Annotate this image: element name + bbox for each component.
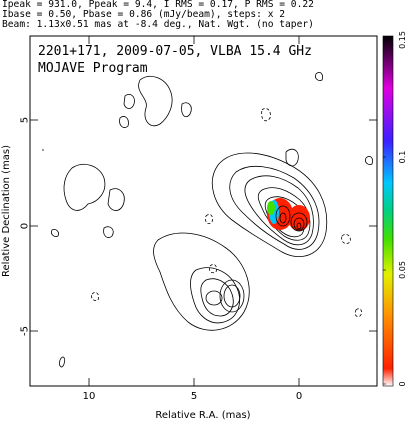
xtick-label-10: 10 — [83, 391, 96, 402]
contour-core-3 — [244, 175, 314, 246]
neg-contour-1 — [261, 108, 271, 122]
colorbar-tick-0: 0 — [398, 381, 407, 386]
contour-blob-c — [119, 116, 129, 128]
axis-ticks — [30, 36, 377, 386]
colorbar-tick-0.15: 0.15 — [398, 31, 407, 49]
core-color-contour-3 — [296, 222, 302, 230]
contour-south-knot-c — [205, 290, 223, 306]
contour-south-3 — [200, 278, 234, 317]
contour-ne-speck — [315, 72, 323, 81]
contour-south-1 — [153, 232, 250, 331]
contour-e-speck — [365, 156, 373, 165]
contour-south-knot-a — [219, 279, 245, 313]
y-axis-label: Relative Declination (mas) — [1, 145, 12, 277]
polarization-color-core — [267, 198, 310, 232]
colorbar-tick-0.1: 0.1 — [398, 151, 407, 164]
core-color-contour-4 — [275, 205, 291, 227]
core-color-contour-5 — [279, 212, 287, 224]
contour-map — [42, 72, 373, 368]
contour-core-1 — [211, 152, 328, 257]
header-beam-line: Beam: 1.13x0.51 mas at -8.4 deg., Nat. W… — [2, 19, 314, 30]
core-color-contour-1 — [290, 212, 308, 232]
contour-blob-a — [123, 94, 135, 109]
ytick-label-5: 5 — [20, 117, 31, 123]
contour-core-north-knot — [285, 148, 299, 167]
plot-title: 2201+171, 2009-07-05, VLBA 15.4 GHz — [38, 44, 312, 59]
contour-beam-speck — [59, 356, 66, 368]
neg-contour-3 — [205, 214, 213, 224]
contour-blob-b — [181, 102, 192, 118]
neg-contour-4 — [209, 264, 217, 274]
core-color-green — [267, 201, 275, 215]
ytick-label-0: 0 — [20, 223, 31, 229]
contour-core-4 — [257, 187, 311, 241]
xtick-label-5: 5 — [191, 391, 197, 402]
colorbar-ticks — [383, 39, 386, 385]
header-base-line: Ibase = 0.50, Pbase = 0.86 (mJy/beam), s… — [2, 9, 286, 20]
plot-subtitle: MOJAVE Program — [38, 61, 148, 76]
xtick-label-0: 0 — [296, 391, 302, 402]
contour-south-2 — [190, 267, 240, 324]
core-color-contour-2 — [293, 217, 305, 231]
colorbar — [382, 35, 394, 387]
contour-core-2 — [229, 166, 320, 250]
neg-contour-2 — [341, 234, 351, 244]
header-peak-line: Ipeak = 931.0, Ppeak = 9.4, I RMS = 0.17… — [2, 0, 314, 10]
ytick-label-neg5: -5 — [20, 326, 31, 336]
neg-contour-5 — [354, 308, 363, 317]
colorbar-tick-0.05: 0.05 — [398, 261, 407, 279]
x-axis-label: Relative R.A. (mas) — [155, 410, 250, 421]
contour-jet-north — [138, 76, 173, 127]
contour-west-dot — [51, 229, 59, 237]
contour-west-tiny — [103, 226, 114, 238]
neg-contour-6 — [91, 292, 99, 301]
contour-west-small — [107, 188, 125, 211]
plot-frame — [29, 35, 378, 387]
contour-south-knot-b — [223, 284, 241, 308]
contour-west-diffuse — [63, 164, 106, 211]
